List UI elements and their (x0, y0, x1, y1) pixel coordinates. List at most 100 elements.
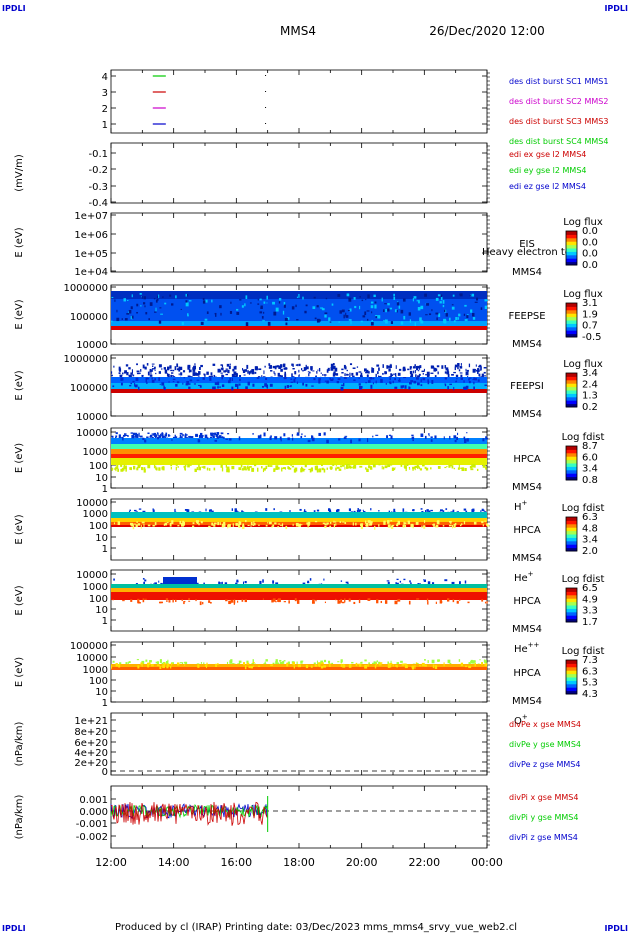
spectrogram-pixel (388, 434, 392, 436)
colorbar-tick: 4.9 (582, 594, 598, 605)
colorbar-swatch (566, 473, 577, 478)
spectrogram-pixel (370, 508, 372, 511)
spectrogram-pixel (145, 378, 147, 383)
spectrogram-pixel (359, 374, 363, 378)
spectrogram-pixel (163, 662, 166, 665)
spectrogram-pixel (189, 464, 192, 466)
spectrogram-pixel (208, 600, 211, 603)
legend-entry: divPe x gse MMS4 (509, 720, 581, 729)
colorbar-swatch (566, 446, 577, 450)
spectrogram-pixel (454, 364, 458, 368)
spectrogram-pixel (402, 508, 405, 512)
spectrogram-pixel (329, 466, 333, 470)
spectrogram-pixel (114, 299, 116, 302)
spectrogram-pixel (397, 520, 401, 525)
spectrogram-pixel (465, 371, 469, 376)
spectrogram-pixel (398, 368, 402, 371)
spectrogram-pixel (338, 321, 340, 323)
spectrogram-pixel (350, 466, 353, 469)
spectrogram-pixel (394, 386, 398, 389)
spectrogram-pixel (151, 664, 154, 667)
spectrogram-pixel (115, 663, 118, 667)
spectrogram-pixel (196, 467, 199, 471)
spectrogram-pixel (189, 369, 192, 373)
spectrogram-pixel (375, 373, 377, 378)
ylabel-hpca-o: E (eV) (14, 657, 25, 687)
spectrogram-pixel (208, 375, 212, 378)
spectrogram-pixel (243, 466, 247, 470)
spectrogram-pixel (137, 598, 140, 601)
spectrogram-pixel (258, 368, 262, 371)
spectrogram-pixel (323, 468, 326, 473)
spectrogram-pixel (265, 508, 268, 511)
spectrogram-pixel (116, 309, 118, 313)
spectrogram-pixel (295, 522, 299, 527)
spectrogram-pixel (432, 664, 435, 669)
spectrogram-pixel (164, 302, 167, 305)
spectrogram-pixel (259, 311, 263, 314)
spectrogram-pixel (113, 365, 115, 368)
spectrogram-pixel (464, 467, 467, 472)
spectrogram-pixel (291, 306, 295, 310)
spectrogram-pixel (469, 377, 472, 379)
spectrogram-pixel (421, 464, 425, 467)
spectrogram-pixel (143, 468, 146, 473)
spectrogram-pixel (322, 374, 324, 376)
spectrogram-pixel (283, 467, 286, 470)
spectrogram-pixel (419, 366, 421, 370)
ytick-label: 3 (102, 88, 108, 99)
spectrogram-pixel (127, 661, 129, 666)
spectrogram-pixel (337, 599, 340, 604)
spectrogram-pixel (409, 319, 412, 323)
ytick-label: 1 (102, 484, 108, 495)
spectrogram-pixel (455, 374, 459, 379)
spectrogram-pixel (128, 310, 132, 314)
spectrogram-pixel (410, 380, 414, 382)
spectrogram-pixel (344, 373, 346, 377)
colorbar-tick: 0.0 (582, 226, 598, 237)
spectrogram-pixel (371, 367, 373, 371)
spectrogram-pixel (260, 305, 263, 309)
spectrogram-pixel (225, 599, 228, 602)
spectrogram-pixel (365, 372, 367, 374)
spectrogram-pixel (211, 510, 214, 513)
spectrogram-pixel (161, 433, 164, 437)
ytick-label: 0.000 (79, 807, 108, 818)
spectrogram-pixel (146, 662, 149, 666)
spectrogram-pixel (478, 370, 480, 372)
spectrogram-pixel (125, 467, 127, 472)
spectrogram-pixel (171, 375, 174, 377)
spectrogram-pixel (358, 377, 360, 379)
spectrogram-pixel (423, 368, 425, 372)
spectrogram-pixel (136, 363, 138, 366)
spectrogram-pixel (335, 523, 337, 526)
spectrogram-pixel (416, 366, 419, 371)
spectrogram-pixel (186, 293, 189, 297)
spectrogram-pixel (136, 659, 139, 661)
spectrogram-pixel (193, 365, 196, 370)
spectrogram-pixel (247, 370, 249, 374)
spectrogram-pixel (425, 374, 428, 376)
spectrogram-pixel (155, 467, 158, 471)
spectrogram-pixel (149, 302, 153, 306)
colorbar-swatch (566, 333, 577, 338)
spectrogram-pixel (245, 386, 248, 389)
spectrogram-pixel (302, 468, 305, 472)
spectrogram-pixel (158, 580, 160, 583)
colorbar-swatch (566, 680, 577, 685)
spectrogram-pixel (364, 659, 367, 662)
spectrogram-pixel (140, 662, 143, 666)
spectrogram-pixel (335, 521, 337, 523)
spectrogram-pixel (174, 434, 176, 438)
spectrogram-pixel (341, 464, 345, 467)
spectrogram-pixel (397, 599, 401, 602)
spectrogram-pixel (241, 305, 244, 308)
spectrogram-pixel (163, 580, 166, 584)
ytick-label: -0.001 (76, 819, 108, 830)
spectrogram-pixel (277, 525, 279, 528)
colorbar-swatch (566, 608, 577, 613)
spectrogram-pixel (193, 383, 197, 385)
spectrogram-pixel (112, 599, 114, 601)
spectrogram-pixel (250, 370, 252, 374)
spectrogram-pixel (291, 363, 294, 366)
